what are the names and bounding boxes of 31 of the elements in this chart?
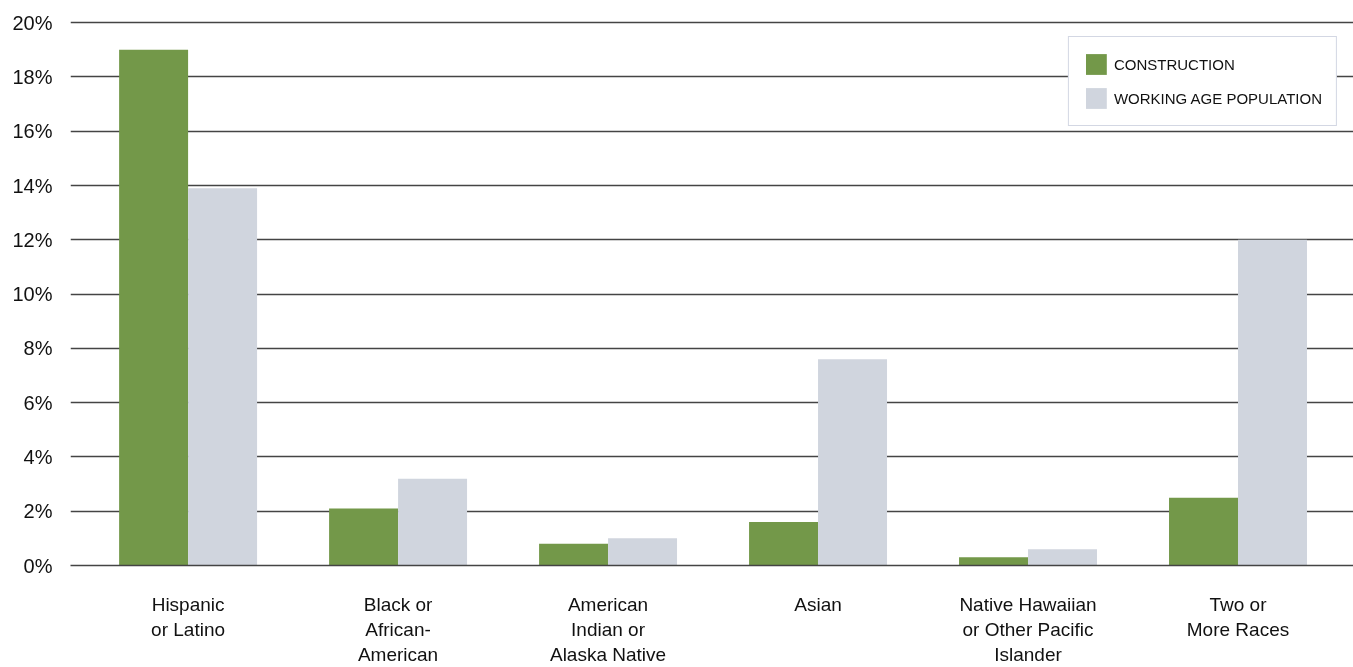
bar	[329, 508, 399, 566]
legend-label: WORKING AGE POPULATION	[1113, 89, 1322, 107]
bar	[608, 538, 678, 566]
legend-label: CONSTRUCTION	[1113, 55, 1235, 73]
y-tick-label: 16%	[12, 120, 53, 143]
x-tick-label: Hispanic or Latino	[151, 593, 226, 640]
x-tick-label: Two or More Races	[1186, 593, 1290, 640]
bar	[398, 478, 468, 566]
x-tick-label: American Indian or Alaska Native	[549, 593, 667, 665]
y-tick-label: 2%	[23, 500, 53, 523]
bar	[188, 188, 258, 566]
bar	[1238, 239, 1307, 566]
y-tick-label: 8%	[23, 337, 53, 360]
x-tick-label: Black or African- American	[357, 593, 439, 665]
bar	[959, 557, 1029, 566]
bar	[1028, 549, 1098, 566]
bar	[818, 359, 888, 566]
y-tick-label: 14%	[12, 174, 53, 197]
bar	[539, 543, 609, 566]
y-tick-label: 18%	[12, 65, 53, 88]
bar	[1169, 497, 1239, 566]
y-tick-label: 20%	[12, 11, 53, 34]
x-tick-label: Asian	[794, 593, 842, 615]
y-tick-label: 6%	[23, 391, 53, 414]
y-tick-label: 0%	[23, 554, 53, 577]
y-tick-label: 4%	[23, 445, 53, 468]
bar	[749, 522, 819, 566]
bar	[119, 49, 189, 566]
y-tick-label: 12%	[12, 228, 53, 251]
x-tick-label: Native Hawaiian or Other Pacific Islander	[959, 593, 1097, 665]
y-tick-label: 10%	[12, 283, 53, 306]
